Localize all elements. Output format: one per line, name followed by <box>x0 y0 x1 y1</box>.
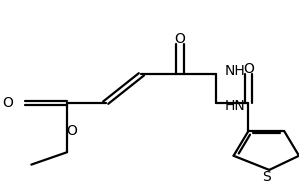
Text: HN: HN <box>225 99 245 113</box>
Text: O: O <box>3 96 13 110</box>
Text: S: S <box>262 170 271 184</box>
Text: O: O <box>66 124 77 138</box>
Text: NH: NH <box>225 64 245 78</box>
Text: O: O <box>175 32 185 46</box>
Text: O: O <box>243 62 254 76</box>
